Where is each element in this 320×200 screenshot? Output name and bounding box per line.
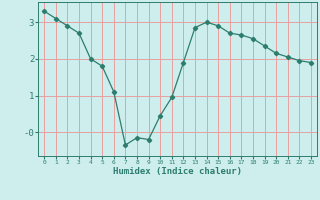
X-axis label: Humidex (Indice chaleur): Humidex (Indice chaleur) bbox=[113, 167, 242, 176]
